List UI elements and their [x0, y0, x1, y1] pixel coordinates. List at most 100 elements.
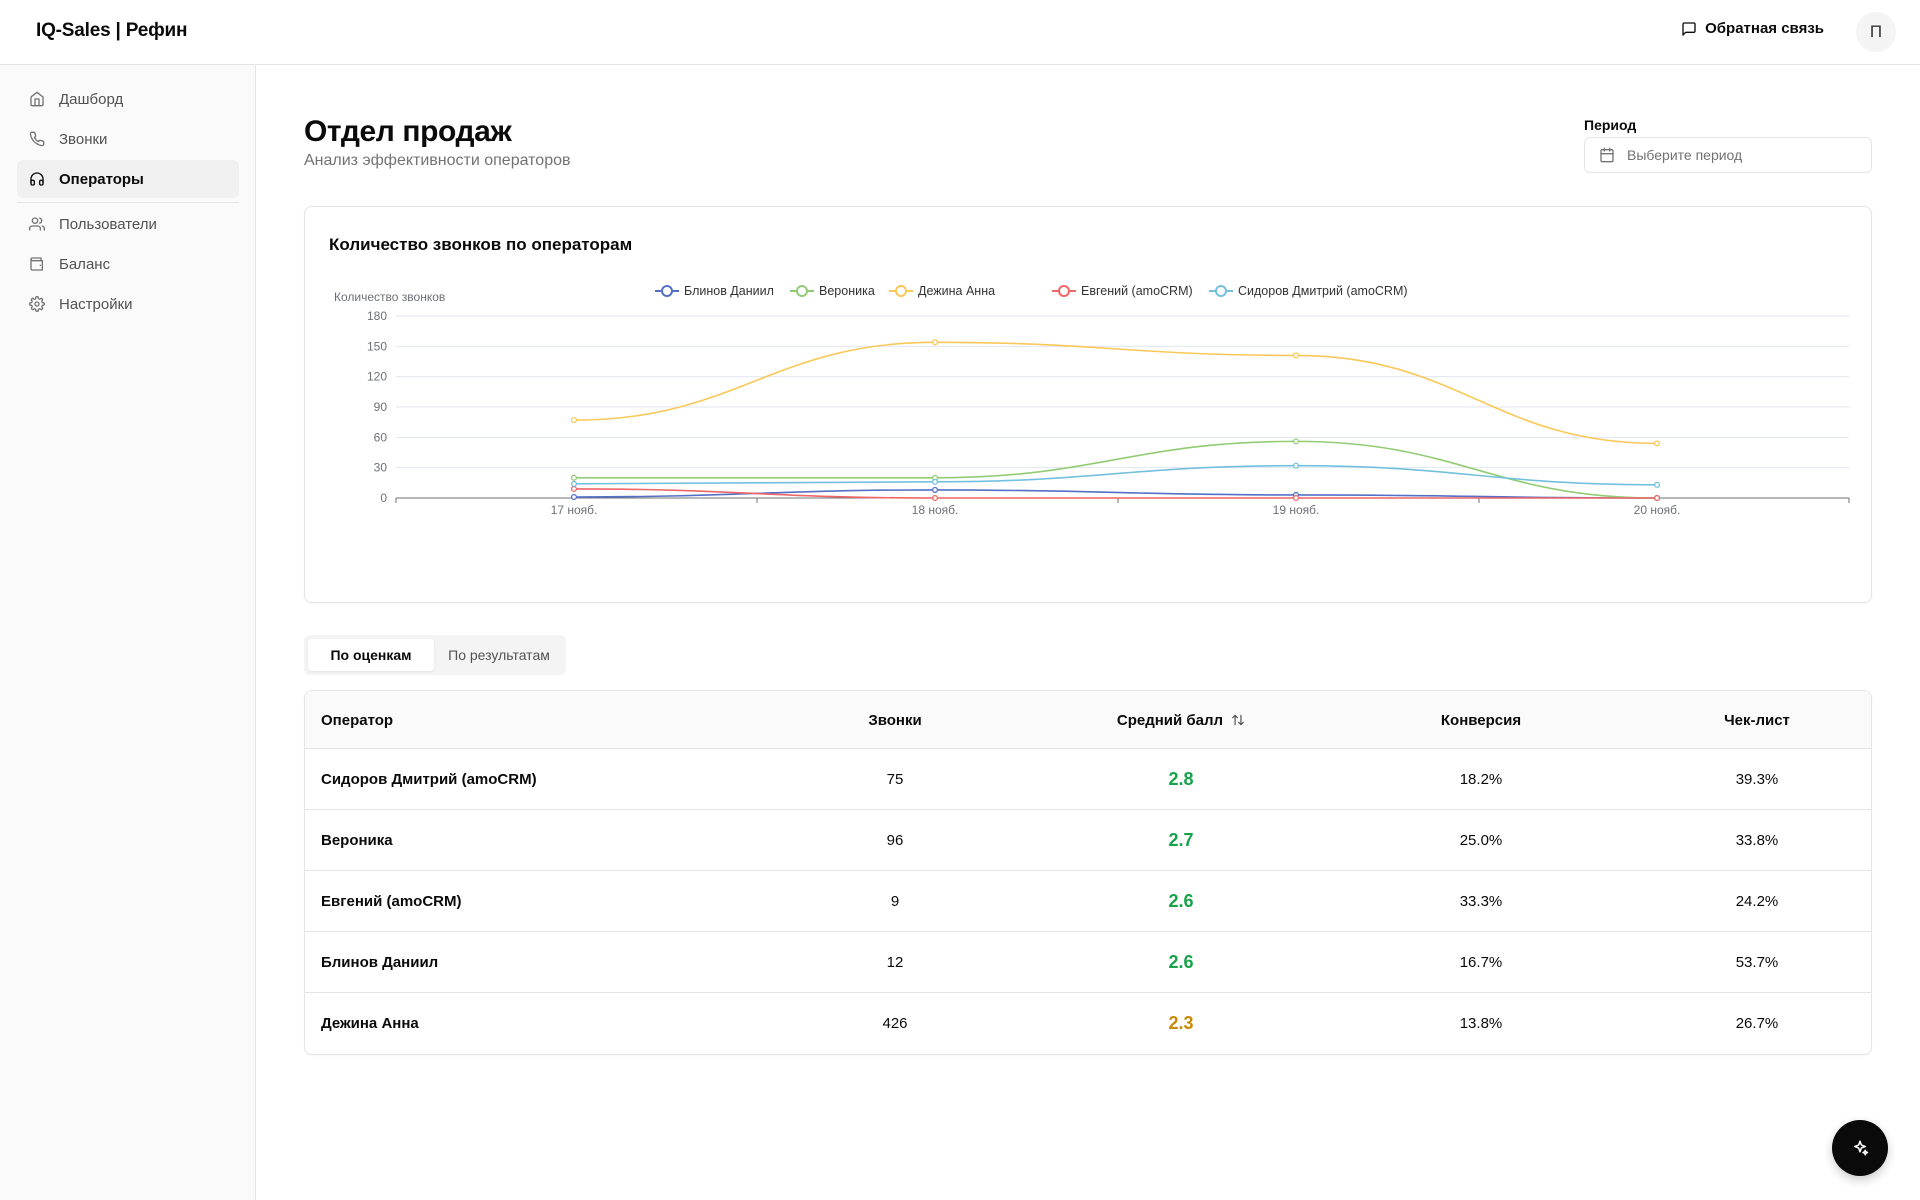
sidebar-item-settings[interactable]: Настройки [17, 285, 239, 323]
legend-marker [796, 285, 808, 297]
data-point [1653, 494, 1661, 502]
avg-score-value: 2.8 [1168, 769, 1194, 789]
sidebar-item-label: Звонки [59, 130, 108, 148]
avg-score: 2.8 [1081, 749, 1281, 810]
table-row[interactable]: Вероника 96 2.7 25.0% 33.8% [305, 810, 1871, 871]
chart-title: Количество звонков по операторам [329, 235, 633, 254]
y-tick-label: 150 [367, 339, 387, 353]
data-point [931, 339, 939, 346]
phone-icon [29, 131, 45, 147]
data-point [1292, 462, 1300, 469]
y-tick-label: 120 [367, 370, 387, 384]
conversion-value: 33.3% [1459, 893, 1503, 910]
ai-assistant-button[interactable] [1832, 1120, 1888, 1176]
calendar-icon [1600, 147, 1614, 163]
calls-line-chart: Количество звонков 0 30 60 90 120 150 180 17 ноя… [334, 284, 1850, 517]
sidebar: Дашборд Звонки Операторы Пользователи Ба… [0, 65, 256, 1200]
column-header-label: Средний балл [1116, 711, 1224, 729]
sidebar-item-operators[interactable]: Операторы [17, 160, 239, 198]
period-picker[interactable]: Выберите период [1584, 137, 1872, 173]
operator-name-value: Сидоров Дмитрий (amoCRM) [321, 771, 537, 788]
conversion-value: 16.7% [1459, 954, 1503, 971]
legend-label: Сидоров Дмитрий (amoCRM) [1238, 284, 1408, 298]
home-icon [30, 91, 44, 107]
operator-name: Дежина Анна [321, 993, 741, 1054]
table-row[interactable]: Евгений (amoCRM) 9 2.6 33.3% 24.2% [305, 871, 1871, 932]
y-tick-label: 60 [374, 430, 388, 444]
sidebar-item-label: Дашборд [59, 90, 124, 108]
legend-label: Блинов Даниил [684, 284, 774, 298]
operator-name-value: Евгений (amoCRM) [321, 893, 462, 910]
table-row[interactable]: Дежина Анна 426 2.3 13.8% 26.7% [305, 993, 1871, 1054]
data-point [570, 485, 578, 492]
sparkles-icon [1854, 1140, 1869, 1156]
operator-name-value: Дежина Анна [321, 1015, 419, 1032]
sidebar-item-dashboard[interactable]: Дашборд [17, 80, 239, 118]
series-line-2 [574, 440, 1658, 499]
checklist-value: 33.8% [1735, 832, 1779, 849]
operator-name-value: Вероника [321, 832, 393, 849]
avg-score: 2.3 [1081, 993, 1281, 1054]
conversion-value: 13.8% [1459, 1015, 1503, 1032]
column-header-checklist[interactable]: Чек-лист [1724, 711, 1790, 729]
calls-chart-card: Количество звонков по операторам Количес… [304, 206, 1872, 603]
x-tick-label: 19 нояб. [1273, 503, 1320, 517]
table-header: Оператор Звонки Средний балл Конверсия Ч… [305, 691, 1871, 749]
column-header-calls[interactable]: Звонки [868, 711, 922, 729]
operator-name-value: Блинов Даниил [321, 954, 439, 971]
y-tick-label: 180 [367, 309, 387, 323]
conversion: 18.2% [1381, 749, 1581, 810]
sidebar-item-label: Пользователи [59, 215, 157, 233]
period-label: Период [1584, 117, 1637, 133]
avatar[interactable]: П [1856, 12, 1896, 52]
y-tick-label: 90 [374, 400, 388, 414]
calls-count: 9 [835, 871, 955, 932]
checklist-value: 53.7% [1735, 954, 1779, 971]
checklist: 33.8% [1657, 810, 1857, 871]
data-point [931, 494, 939, 502]
sidebar-item-calls[interactable]: Звонки [17, 120, 239, 158]
checklist-value: 24.2% [1735, 893, 1779, 910]
conversion: 16.7% [1381, 932, 1581, 993]
operator-name: Блинов Даниил [321, 932, 741, 993]
view-tabs: По оценкам По результатам [304, 635, 566, 675]
gear-icon [29, 296, 45, 312]
sidebar-item-label: Баланс [59, 255, 111, 273]
x-tick-label: 17 нояб. [551, 503, 598, 517]
tab-by-results[interactable]: По результатам [448, 647, 550, 663]
avg-score-value: 2.6 [1168, 952, 1194, 972]
data-point [1292, 438, 1300, 445]
page-title: Отдел продаж [304, 115, 512, 148]
tab-by-scores[interactable]: По оценкам [308, 639, 434, 671]
operators-table: Оператор Звонки Средний балл Конверсия Ч… [304, 690, 1872, 1055]
app-title[interactable]: IQ-Sales | Рефин [36, 20, 188, 41]
data-point [931, 478, 939, 485]
column-header-avg-score[interactable]: Средний балл [1081, 691, 1281, 749]
table-row[interactable]: Блинов Даниил 12 2.6 16.7% 53.7% [305, 932, 1871, 993]
data-point [1653, 481, 1661, 488]
conversion: 33.3% [1381, 871, 1581, 932]
feedback-button[interactable]: Обратная связь [1681, 20, 1824, 37]
x-tick-label: 20 нояб. [1634, 503, 1681, 517]
legend-marker [661, 285, 673, 297]
calls-count: 75 [835, 749, 955, 810]
calls-count: 96 [835, 810, 955, 871]
table-row[interactable]: Сидоров Дмитрий (amoCRM) 75 2.8 18.2% 39.3% [305, 749, 1871, 810]
avg-score: 2.6 [1081, 932, 1281, 993]
column-header-conversion[interactable]: Конверсия [1440, 711, 1522, 729]
legend-label: Вероника [819, 284, 875, 298]
sidebar-item-label: Операторы [59, 170, 144, 188]
data-point [1292, 352, 1300, 359]
period-placeholder: Выберите период [1627, 147, 1743, 163]
data-point [570, 474, 578, 481]
checklist: 26.7% [1657, 993, 1857, 1054]
sort-icon [1232, 714, 1244, 726]
series-line-4 [573, 488, 1657, 499]
conversion-value: 18.2% [1459, 771, 1503, 788]
legend-marker [895, 285, 907, 297]
column-header-operator[interactable]: Оператор [321, 711, 394, 729]
checklist: 39.3% [1657, 749, 1857, 810]
data-point [570, 480, 578, 487]
sidebar-item-users[interactable]: Пользователи [17, 205, 239, 243]
sidebar-item-balance[interactable]: Баланс [17, 245, 239, 283]
